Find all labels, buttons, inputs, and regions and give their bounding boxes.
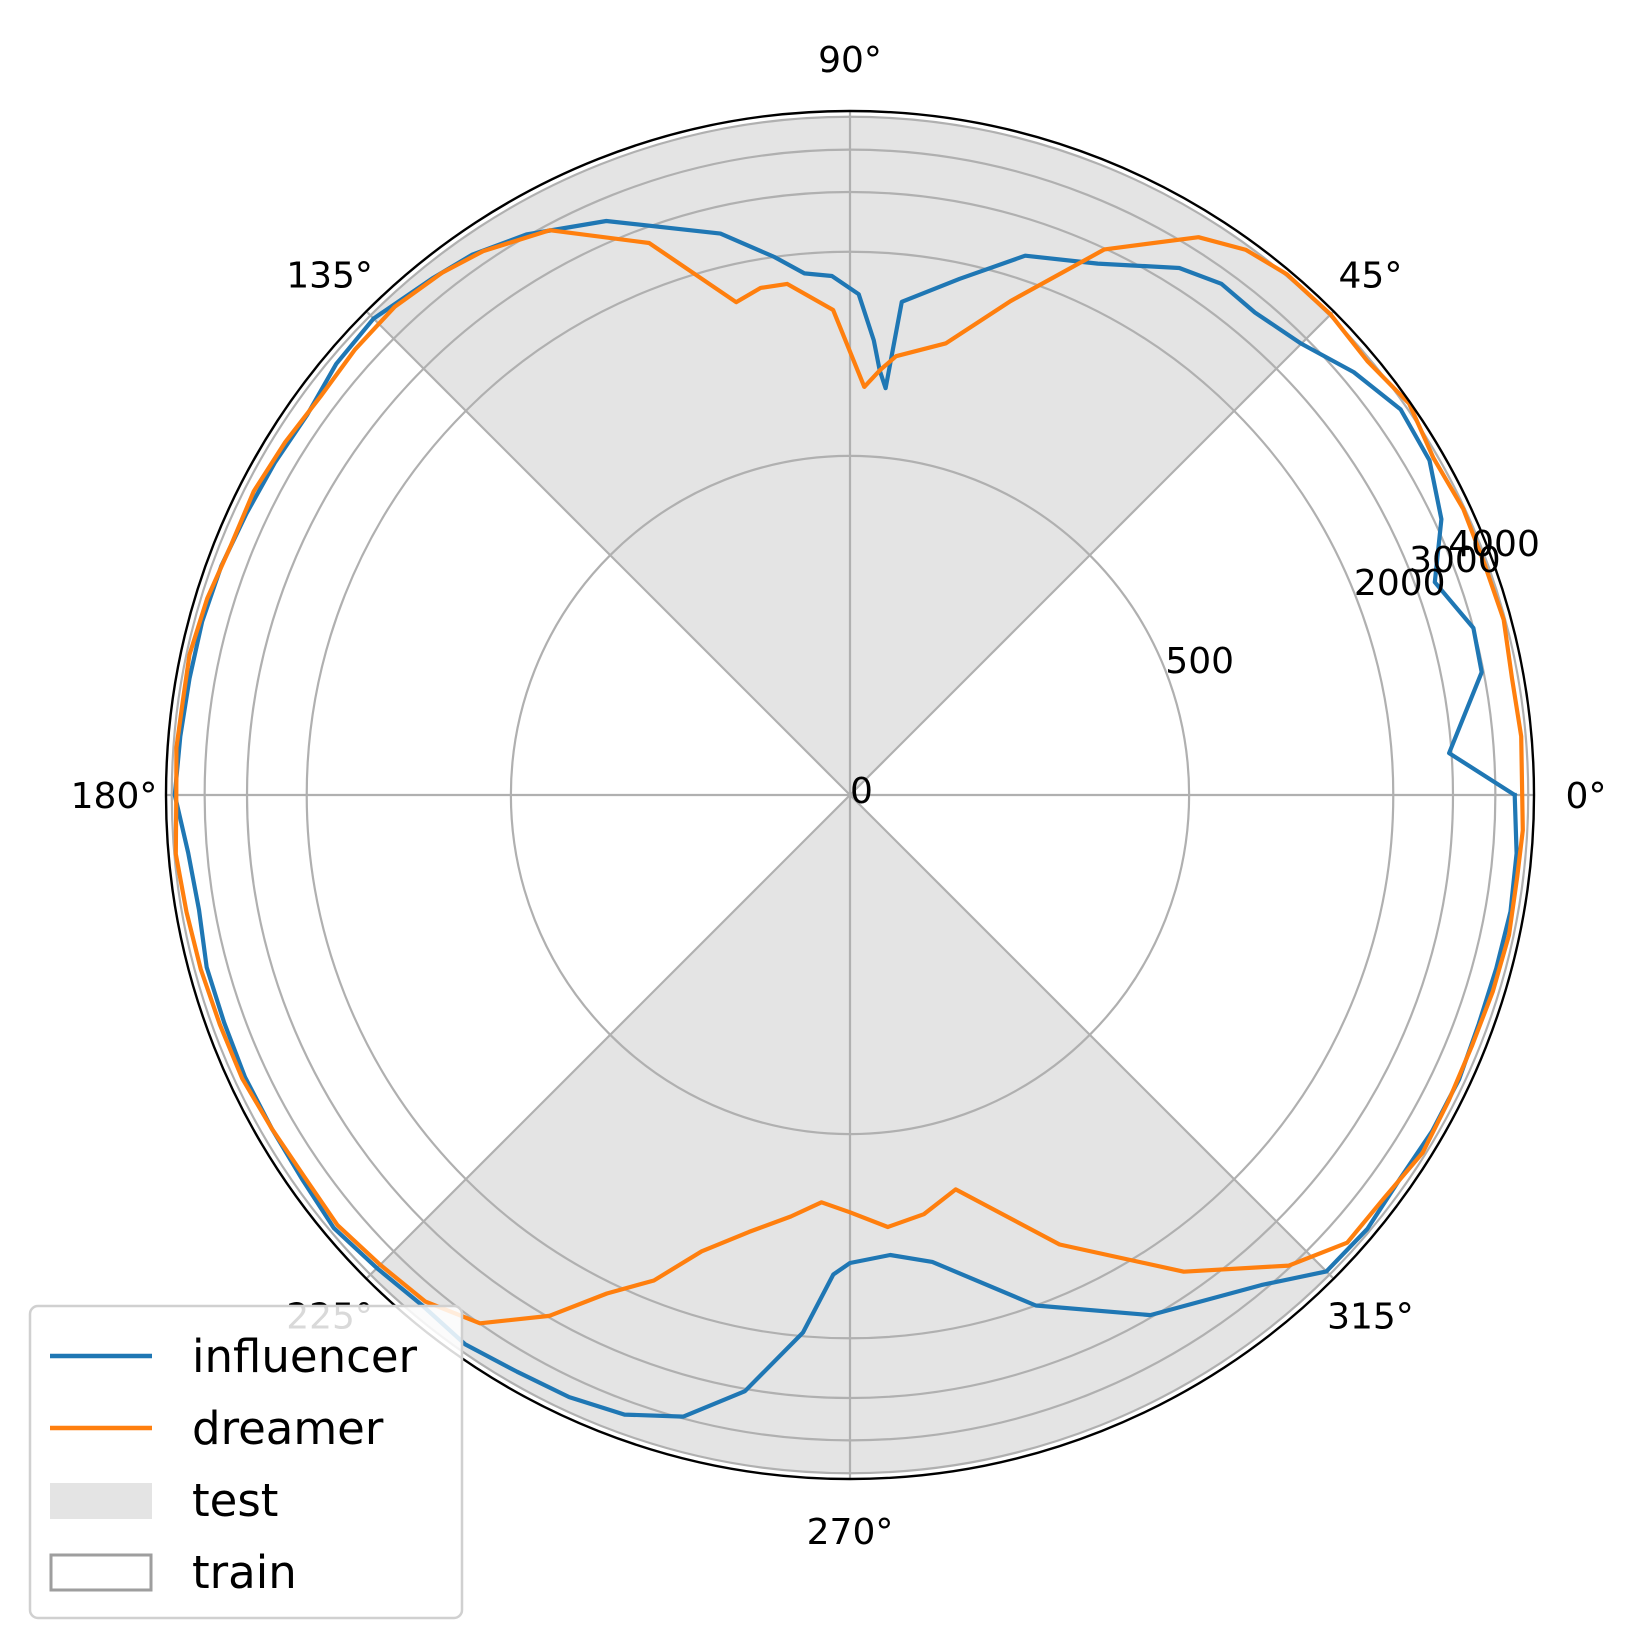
legend-entry-influencer: influencer bbox=[50, 1330, 418, 1383]
angle-tick-label: 0° bbox=[1566, 776, 1607, 817]
legend-label: test bbox=[192, 1474, 278, 1527]
angle-tick-label: 270° bbox=[807, 1512, 894, 1553]
legend-swatch-train bbox=[49, 1553, 153, 1592]
legend-box bbox=[28, 1304, 464, 1620]
legend-entry-test: test bbox=[50, 1474, 278, 1527]
angle-tick-label: 180° bbox=[71, 776, 158, 817]
series-line-dreamer bbox=[173, 228, 1525, 1326]
polar-frame bbox=[164, 109, 1536, 1481]
angle-tick-label: 135° bbox=[286, 256, 373, 297]
legend: influencer dreamer test train bbox=[28, 1304, 464, 1620]
radial-tick-label: 3000 bbox=[1409, 540, 1501, 581]
polar-outer-spine bbox=[164, 109, 1536, 1481]
angular-gridline bbox=[365, 794, 851, 1280]
angle-tick-label: 90° bbox=[818, 40, 882, 81]
legend-label: dreamer bbox=[192, 1402, 384, 1455]
radial-tick-label: 500 bbox=[1165, 641, 1234, 682]
radial-tick-label: 4000 bbox=[1448, 524, 1540, 565]
legend-label: train bbox=[192, 1546, 297, 1599]
legend-swatch-test bbox=[50, 1483, 152, 1519]
legend-label: influencer bbox=[192, 1330, 418, 1383]
series-lines bbox=[172, 218, 1525, 1419]
legend-entry-dreamer: dreamer bbox=[50, 1402, 384, 1455]
angle-tick-label: 45° bbox=[1339, 256, 1403, 297]
radial-tick-label: 0 bbox=[850, 771, 873, 812]
legend-entry-train: train bbox=[49, 1546, 297, 1599]
angle-tick-labels: 0°45°90°135°180°225°270°315° bbox=[71, 40, 1607, 1553]
series-line-influencer bbox=[172, 218, 1519, 1419]
angular-gridline bbox=[365, 310, 851, 796]
radial-tick-label: 2000 bbox=[1354, 563, 1446, 604]
angular-gridline bbox=[849, 310, 1335, 796]
angular-gridline bbox=[849, 794, 1335, 1280]
polar-grid bbox=[166, 111, 1534, 1479]
angle-tick-label: 315° bbox=[1327, 1296, 1414, 1337]
